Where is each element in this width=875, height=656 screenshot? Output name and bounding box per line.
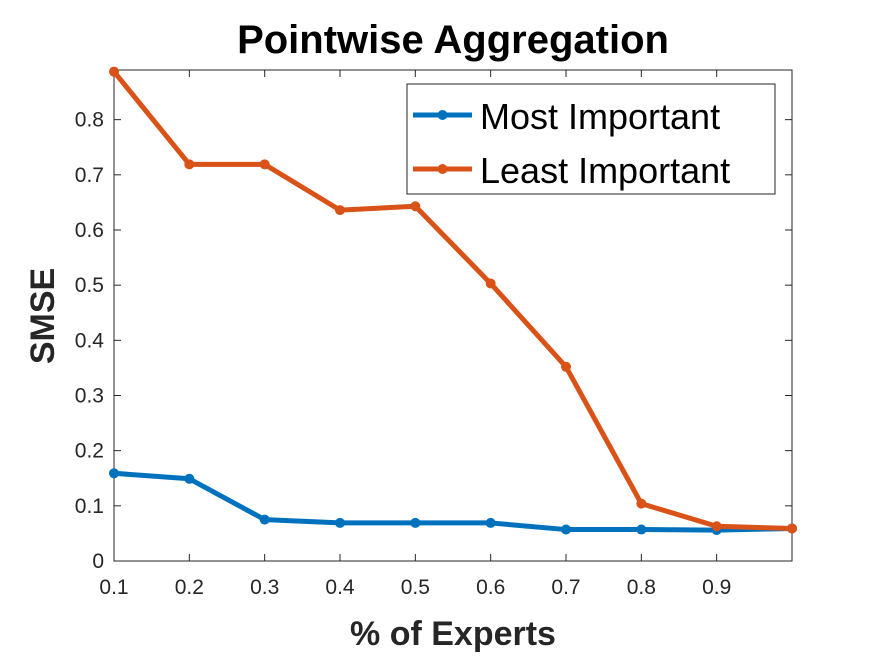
series [109,66,797,536]
data-point-most-important [410,517,421,528]
legend-label-least-important: Least Important [480,150,730,191]
y-axis-label: SMSE [24,268,62,364]
data-point-most-important [636,524,647,535]
series-line-most-important [111,470,795,533]
x-tick-label: 0.4 [325,576,355,599]
x-axis-label: % of Experts [350,615,556,653]
y-tick-label: 0 [92,550,104,573]
data-point-least-important [184,159,195,170]
x-tick-label: 0.8 [627,576,656,599]
data-point-least-important [561,361,571,372]
y-tick-label: 0.3 [75,384,104,407]
data-point-least-important [636,498,647,509]
x-tick-label: 0.6 [476,576,505,599]
y-tick-label: 0.8 [75,109,104,132]
data-point-most-important [335,517,345,528]
legend-marker-least-important [437,164,448,174]
data-point-least-important [711,521,722,532]
series-line-least-important [111,69,795,531]
legend-label-most-important: Most Important [480,96,720,137]
y-tick-label: 0.5 [75,274,104,297]
legend-marker-most-important [437,110,448,120]
x-tick-label: 0.7 [551,576,580,599]
legend-box [406,83,776,195]
x-tick-label: 0.3 [250,576,279,599]
plot-area-box [113,69,793,562]
data-point-most-important [259,514,270,525]
y-tick-label: 0.1 [75,495,104,518]
data-point-least-important [335,205,345,216]
data-point-most-important [561,524,571,535]
data-point-most-important [184,473,195,484]
x-ticks: 0.1 0.2 0.3 0.4 0.5 0.6 0.7 0.8 0.9 [99,70,731,599]
y-tick-label: 0.4 [75,329,105,352]
y-tick-label: 0.7 [75,164,104,187]
data-point-most-important [109,468,119,479]
axes [113,69,793,562]
legend: Most Important Least Important [406,83,776,195]
data-point-least-important [410,201,421,212]
y-ticks: 0 0.1 0.2 0.3 0.4 0.5 0.6 0.7 0.8 [75,109,792,573]
chart-title: Pointwise Aggregation [237,18,669,62]
x-tick-label: 0.5 [401,576,430,599]
x-tick-label: 0.9 [702,576,731,599]
data-point-most-important [485,517,496,528]
x-tick-label: 0.2 [175,576,204,599]
y-tick-label: 0.6 [75,219,104,242]
y-tick-label: 0.2 [75,440,104,463]
data-point-least-important [259,159,270,170]
data-point-least-important [787,523,797,534]
data-point-least-important [485,278,496,289]
data-point-least-important [109,66,119,77]
x-tick-label: 0.1 [99,576,128,599]
